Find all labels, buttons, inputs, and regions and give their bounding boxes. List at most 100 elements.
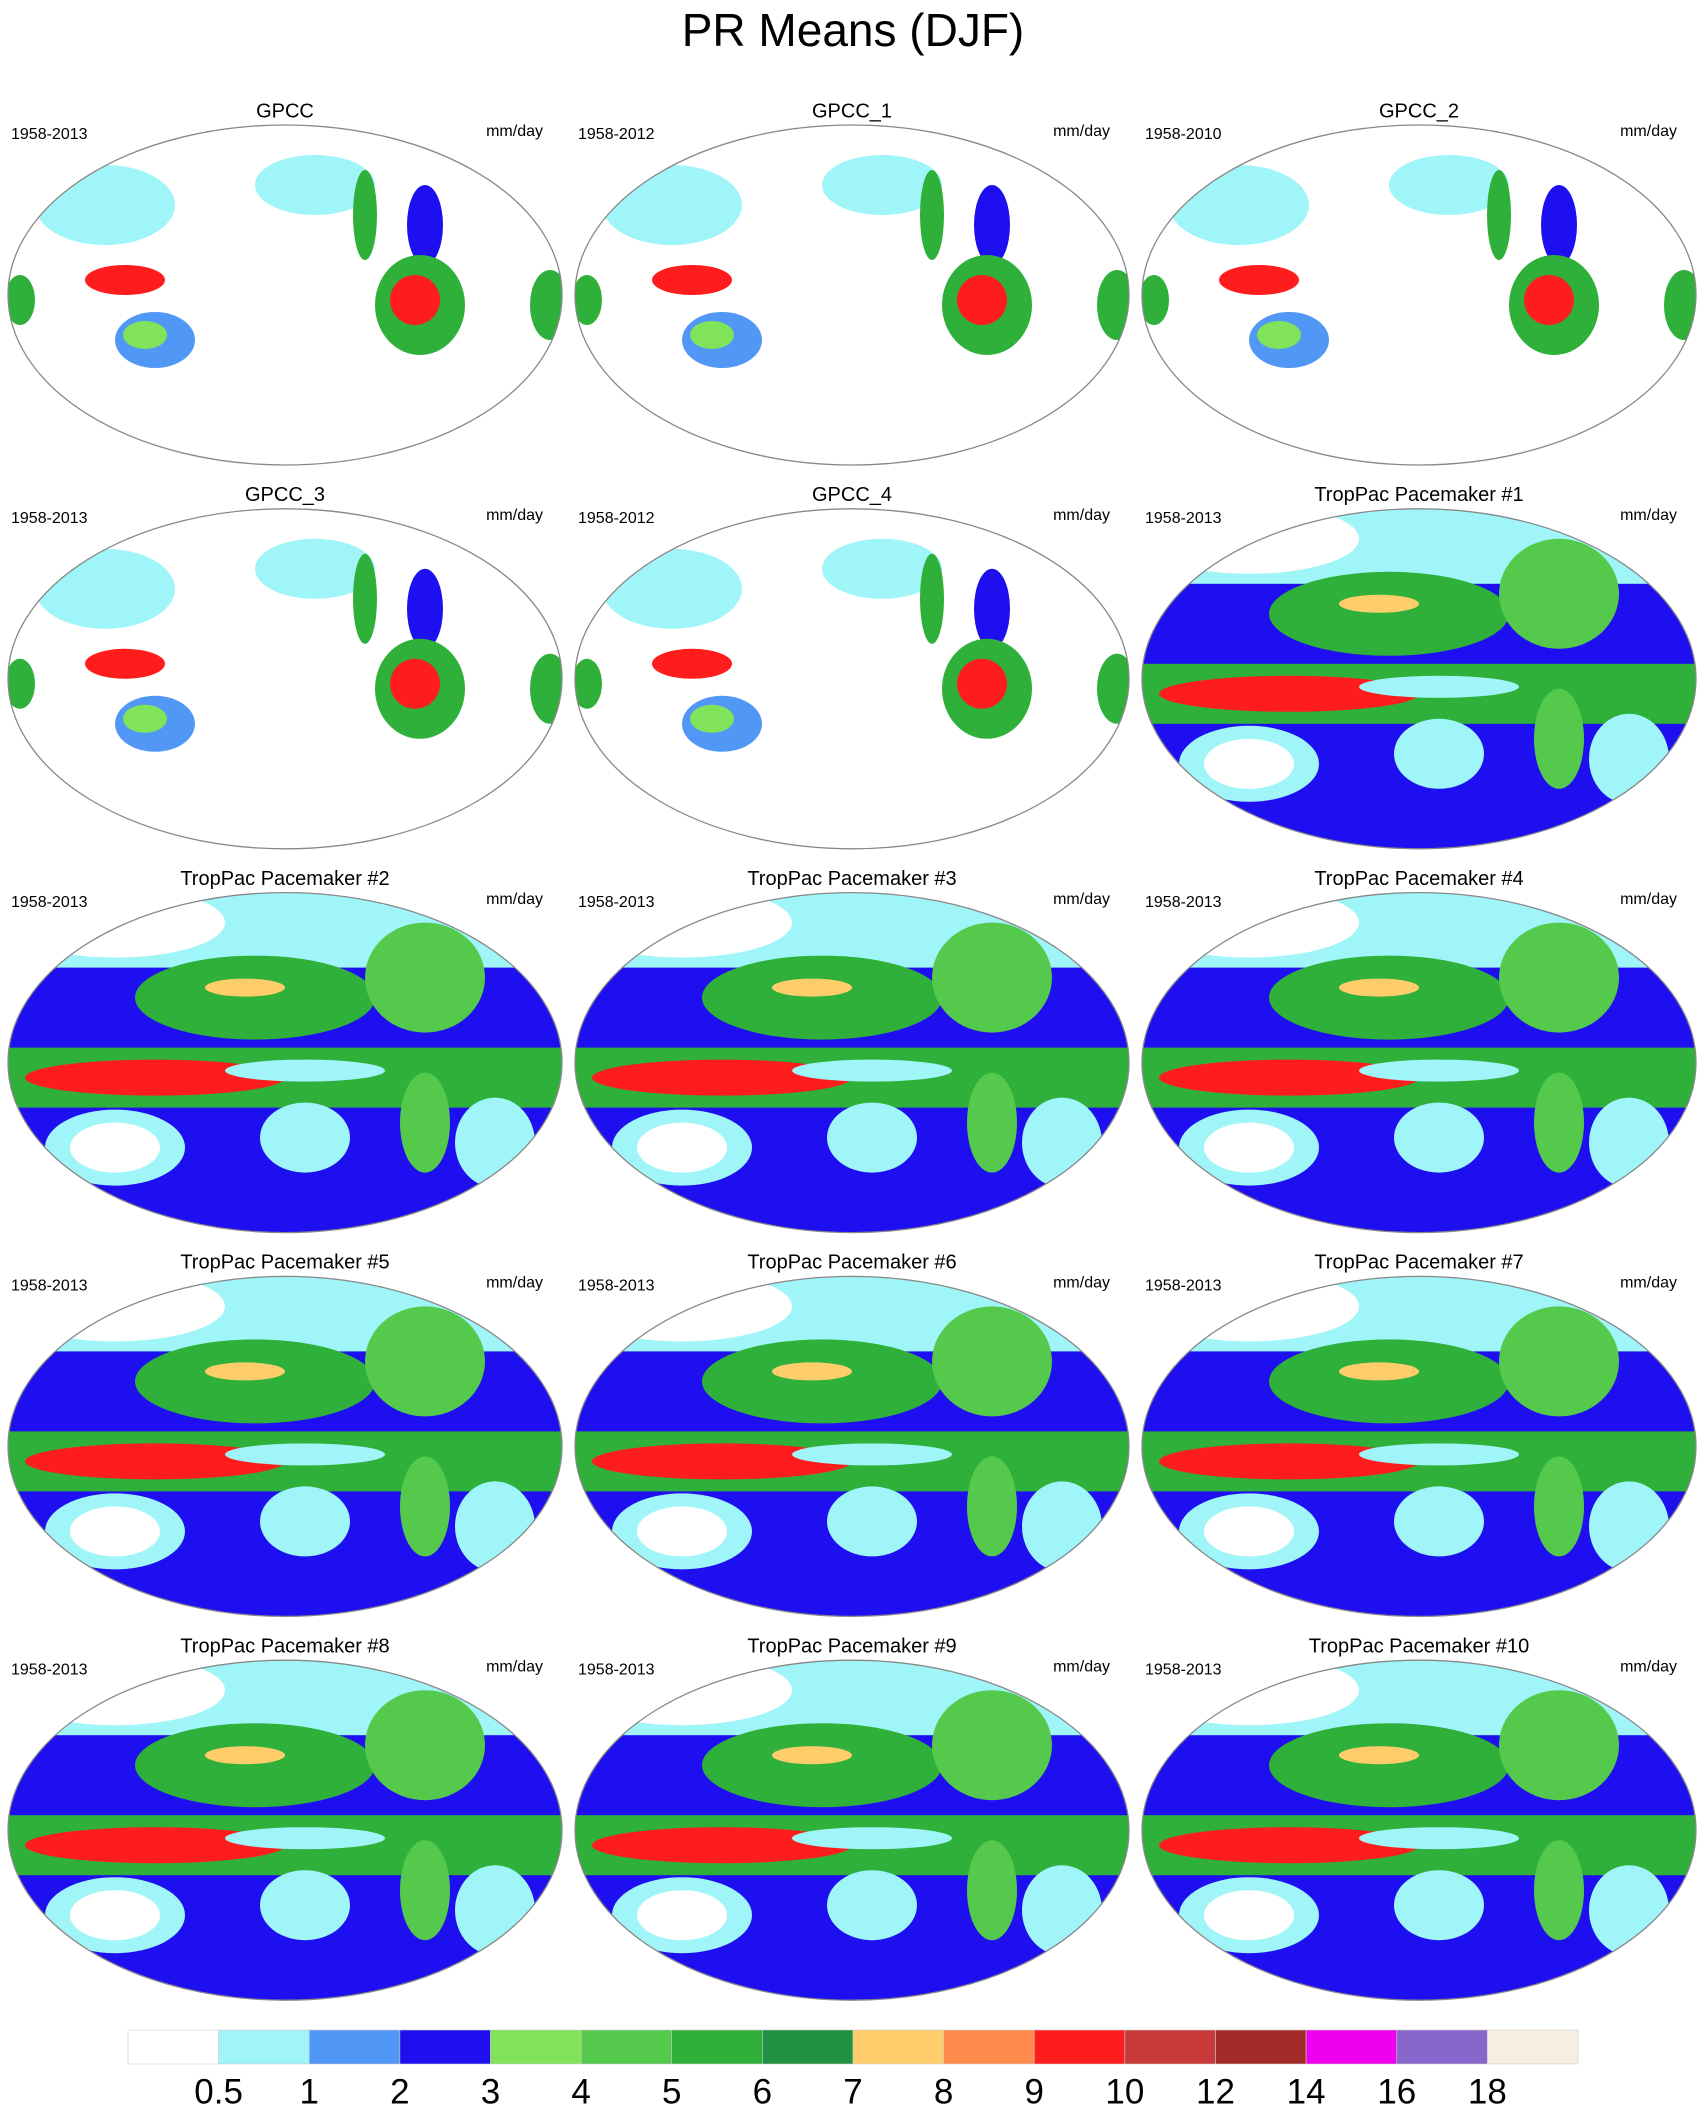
panel-title: TropPac Pacemaker #3 — [747, 868, 956, 890]
map-shade — [25, 1059, 285, 1096]
colorbar-box — [671, 2029, 763, 2065]
land-shade — [920, 553, 944, 644]
map-shade — [1339, 594, 1419, 613]
map-outline — [7, 124, 563, 466]
panel-title: TropPac Pacemaker #6 — [747, 1252, 956, 1274]
map-field — [1142, 1276, 1696, 1617]
map-shade — [792, 1059, 952, 1082]
land-shade — [1219, 265, 1299, 295]
map-shade — [1159, 1443, 1419, 1480]
period-label: 1958-2013 — [1145, 1278, 1222, 1295]
map-outline — [1141, 124, 1697, 466]
land-shade — [1257, 321, 1301, 349]
units-label: mm/day — [1620, 891, 1677, 908]
land-shade — [255, 155, 375, 215]
land-shade — [1389, 155, 1509, 215]
units-label: mm/day — [1620, 1275, 1677, 1292]
land-shade — [690, 321, 734, 349]
land-shade — [123, 321, 167, 349]
panel-title: TropPac Pacemaker #1 — [1314, 484, 1523, 506]
map-shade — [592, 1059, 852, 1096]
land-shade — [575, 275, 602, 325]
map-shade — [1339, 1362, 1419, 1381]
panel-title: TropPac Pacemaker #4 — [1314, 868, 1523, 890]
map-shade — [827, 1870, 917, 1941]
map-shade — [702, 1723, 942, 1808]
map-shade — [1499, 922, 1619, 1033]
land-shade — [35, 548, 175, 629]
land-shade — [1541, 185, 1577, 265]
panel-title: TropPac Pacemaker #8 — [180, 1635, 389, 1657]
map-shade — [1394, 718, 1484, 789]
map-shade — [1359, 675, 1519, 698]
units-label: mm/day — [1053, 1275, 1110, 1292]
map-shade — [25, 1443, 285, 1480]
colorbar-box — [1033, 2029, 1126, 2065]
map-outline — [7, 1275, 563, 1618]
map-shade — [1534, 1840, 1584, 1941]
period-label: 1958-2010 — [1145, 126, 1222, 143]
land-shade — [974, 185, 1010, 265]
colorbar-label: 12 — [1196, 2072, 1235, 2111]
map-panel: TropPac Pacemaker #9 1958-2013 mm/day — [574, 1635, 1130, 2001]
land-shade — [602, 165, 742, 245]
period-label: 1958-2013 — [578, 1278, 655, 1295]
map-shade — [1394, 1102, 1484, 1173]
colorbar-box — [490, 2029, 582, 2065]
map-shade — [70, 1122, 160, 1173]
map-shade — [1534, 688, 1584, 789]
map-shade — [1394, 1486, 1484, 1557]
colorbar-label: 8 — [934, 2072, 953, 2111]
map-outline — [574, 508, 1130, 850]
map-panel: TropPac Pacemaker #3 1958-2013 mm/day — [574, 868, 1130, 1234]
colorbar-label: 7 — [843, 2072, 862, 2111]
colorbar-box — [943, 2029, 1035, 2065]
units-label: mm/day — [1053, 891, 1110, 908]
map-shade — [400, 1072, 450, 1173]
units-label: mm/day — [1620, 1658, 1677, 1675]
map-shade — [637, 1890, 727, 1941]
map-shade — [1359, 1443, 1519, 1466]
period-label: 1958-2013 — [11, 1661, 88, 1678]
map-panel: TropPac Pacemaker #8 1958-2013 mm/day — [7, 1635, 563, 2001]
map-field — [8, 125, 562, 465]
map-panel: TropPac Pacemaker #6 1958-2013 mm/day — [574, 1252, 1130, 1618]
map-shade — [1534, 1456, 1584, 1557]
period-label: 1958-2013 — [11, 126, 88, 143]
units-label: mm/day — [1053, 1658, 1110, 1675]
map-panel: TropPac Pacemaker #7 1958-2013 mm/day — [1141, 1252, 1697, 1618]
map-shade — [1339, 1746, 1419, 1765]
period-label: 1958-2013 — [11, 1278, 88, 1295]
map-shade — [1204, 1890, 1294, 1941]
map-field — [8, 1276, 562, 1617]
figure-title: PR Means (DJF) — [682, 4, 1024, 56]
colorbar-box — [399, 2029, 491, 2065]
colorbar-label: 1 — [300, 2072, 319, 2111]
map-shade — [967, 1072, 1017, 1173]
map-field — [575, 508, 1129, 849]
units-label: mm/day — [486, 123, 543, 140]
map-panel: TropPac Pacemaker #2 1958-2013 mm/day — [7, 868, 563, 1234]
map-outline — [7, 891, 563, 1234]
period-label: 1958-2013 — [11, 894, 88, 911]
map-shade — [135, 955, 375, 1040]
map-shade — [772, 1746, 852, 1765]
colorbar-label: 6 — [753, 2072, 772, 2111]
period-label: 1958-2013 — [1145, 894, 1222, 911]
colorbar-box — [1396, 2029, 1488, 2065]
colorbar-label: 9 — [1025, 2072, 1044, 2111]
land-shade — [652, 648, 732, 679]
period-label: 1958-2012 — [578, 510, 655, 527]
land-shade — [255, 538, 375, 599]
map-outline — [1141, 891, 1697, 1234]
land-shade — [353, 170, 377, 260]
land-shade — [575, 658, 602, 709]
colorbar-label: 16 — [1377, 2072, 1416, 2111]
map-outline — [574, 891, 1130, 1234]
land-shade — [1142, 275, 1169, 325]
map-field — [1142, 892, 1696, 1233]
map-outline — [574, 1275, 1130, 1618]
map-shade — [25, 1827, 285, 1864]
map-shade — [1269, 1723, 1509, 1808]
